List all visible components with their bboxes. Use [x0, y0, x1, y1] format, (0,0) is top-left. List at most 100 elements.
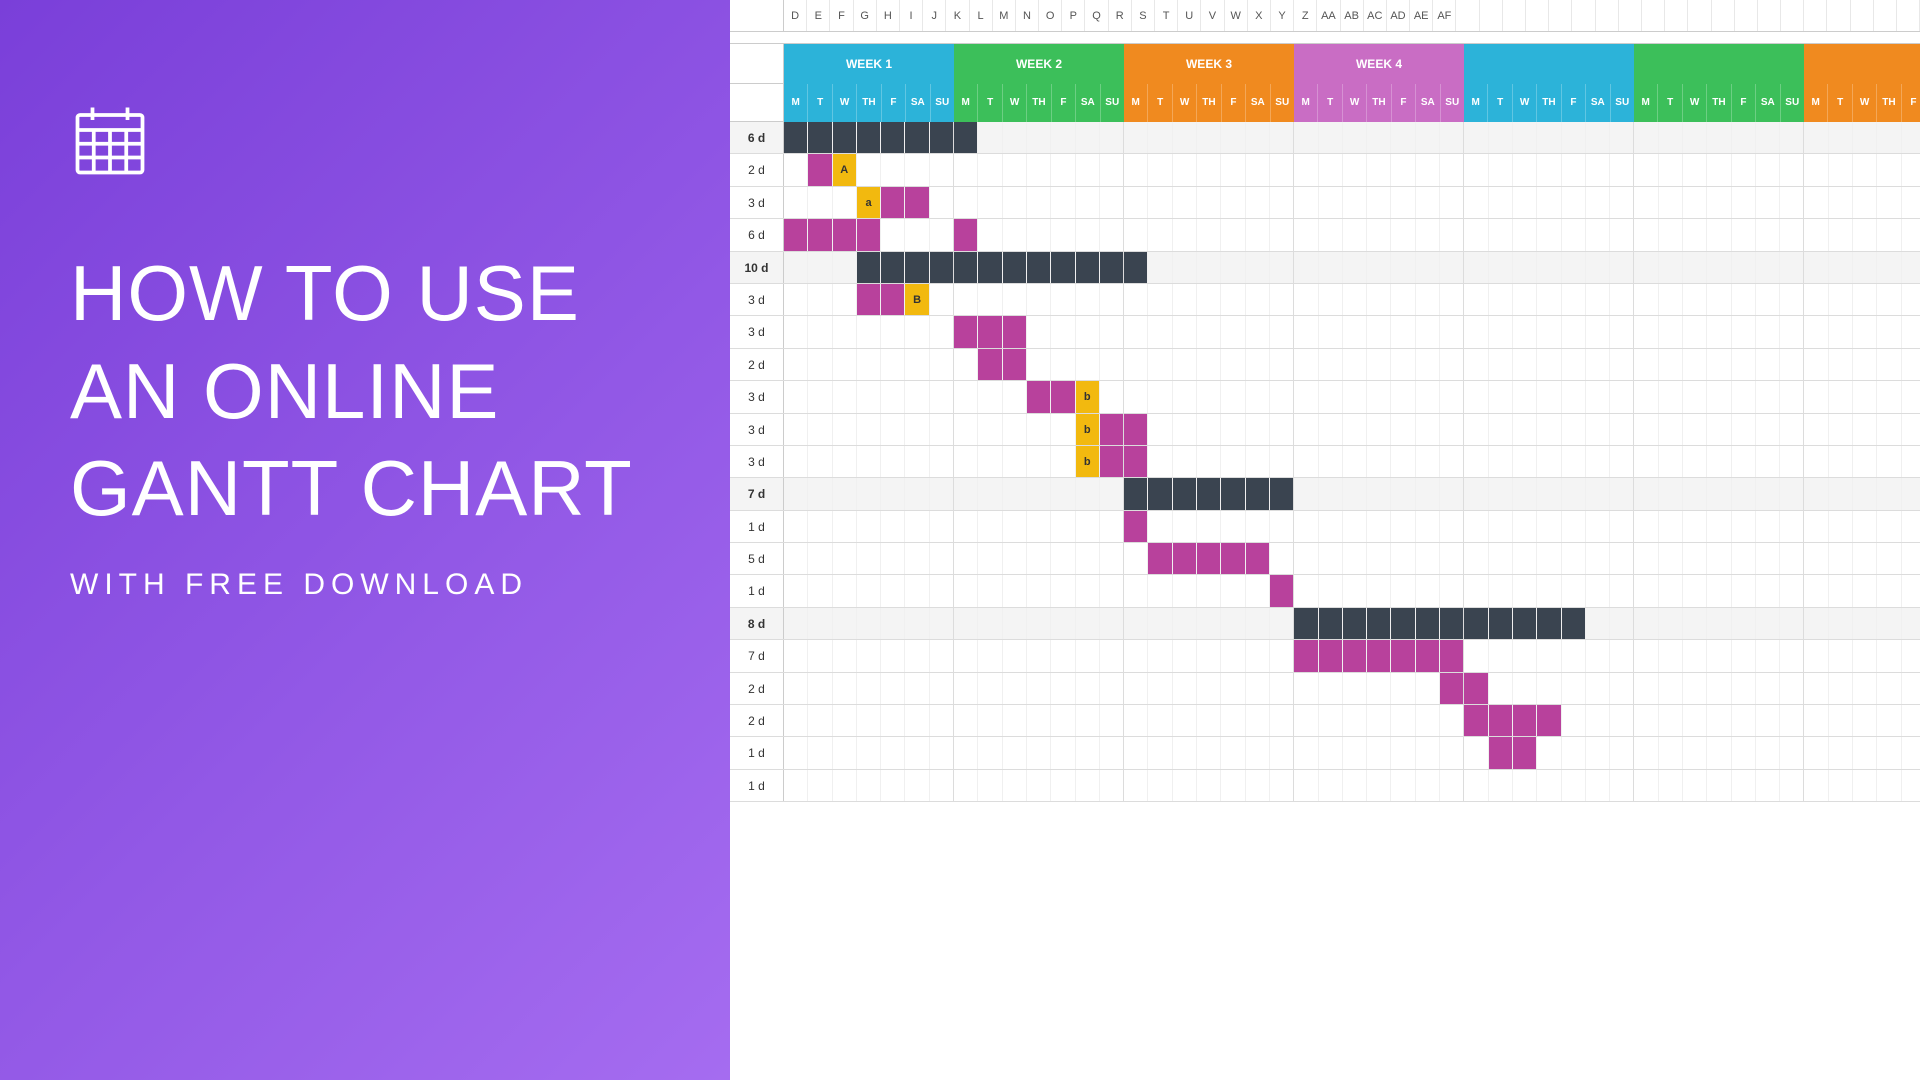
gantt-spreadsheet: DEFGHIJKLMNOPQRSTUVWXYZAAABACADAEAF WEEK…: [730, 0, 1920, 1080]
gantt-task-row: 5 d: [730, 543, 1920, 575]
day-header: TH: [1707, 84, 1731, 122]
day-header: M: [1804, 84, 1828, 122]
column-letter: P: [1062, 0, 1085, 31]
duration-cell: 3 d: [730, 284, 784, 315]
gantt-summary-row: 7 d: [730, 478, 1920, 510]
gantt-bar-label: A: [840, 164, 848, 176]
day-header: T: [1318, 84, 1342, 122]
gantt-task-row: 3 db: [730, 446, 1920, 478]
day-header: T: [978, 84, 1002, 122]
gantt-task-row: 3 db: [730, 381, 1920, 413]
day-header: W: [833, 84, 857, 122]
column-letter: AA: [1317, 0, 1340, 31]
day-header: F: [882, 84, 906, 122]
gantt-bar-label: b: [1084, 424, 1091, 436]
gantt-task-row: 2 dA: [730, 154, 1920, 186]
column-letter: L: [970, 0, 993, 31]
duration-cell: 7 d: [730, 640, 784, 671]
gantt-task-row: 7 d: [730, 640, 1920, 672]
column-letter: AB: [1341, 0, 1364, 31]
duration-cell: 2 d: [730, 673, 784, 704]
gantt-bar-label: b: [1084, 391, 1091, 403]
week-header: WEEK 1: [784, 44, 954, 84]
column-letter: J: [923, 0, 946, 31]
day-header: TH: [1197, 84, 1221, 122]
day-header: F: [1052, 84, 1076, 122]
day-header: W: [1853, 84, 1877, 122]
day-header: SU: [1101, 84, 1124, 122]
column-letter: X: [1248, 0, 1271, 31]
day-header: M: [1464, 84, 1488, 122]
gantt-task-row: 3 d: [730, 316, 1920, 348]
column-letter: E: [807, 0, 830, 31]
column-letter: Q: [1085, 0, 1108, 31]
day-header: W: [1173, 84, 1197, 122]
column-letter: M: [993, 0, 1016, 31]
duration-cell: 2 d: [730, 705, 784, 736]
gantt-task-row: 2 d: [730, 673, 1920, 705]
gantt-task-row: 6 d: [730, 219, 1920, 251]
gantt-summary-row: 10 d: [730, 252, 1920, 284]
column-letter: AE: [1410, 0, 1433, 31]
day-header: SU: [1441, 84, 1464, 122]
week-header-row: WEEK 1WEEK 2WEEK 3WEEK 4: [730, 44, 1920, 84]
day-header: SU: [1271, 84, 1294, 122]
column-letter: S: [1132, 0, 1155, 31]
duration-cell: 3 d: [730, 316, 784, 347]
hero-subtitle: WITH FREE DOWNLOAD: [70, 568, 660, 602]
column-letter: O: [1039, 0, 1062, 31]
duration-cell: 6 d: [730, 219, 784, 250]
hero-panel: HOW TO USE AN ONLINE GANTT CHART WITH FR…: [0, 0, 730, 1080]
day-header: SU: [931, 84, 954, 122]
day-header: TH: [1537, 84, 1561, 122]
day-header: TH: [1877, 84, 1901, 122]
gantt-task-row: 2 d: [730, 349, 1920, 381]
gantt-task-row: 3 db: [730, 414, 1920, 446]
day-header: TH: [1027, 84, 1051, 122]
column-letter: U: [1178, 0, 1201, 31]
gantt-bar-label: B: [913, 294, 921, 306]
duration-cell: 7 d: [730, 478, 784, 509]
gantt-task-row: 1 d: [730, 770, 1920, 802]
day-header: F: [1222, 84, 1246, 122]
day-header: M: [1634, 84, 1658, 122]
day-header: SA: [1756, 84, 1780, 122]
day-header: M: [1124, 84, 1148, 122]
duration-cell: 10 d: [730, 252, 784, 283]
week-header: WEEK 3: [1124, 44, 1294, 84]
column-letter: AC: [1364, 0, 1387, 31]
day-header: F: [1902, 84, 1920, 122]
column-letter: H: [877, 0, 900, 31]
day-header: SU: [1781, 84, 1804, 122]
day-header: T: [1828, 84, 1852, 122]
day-header: SA: [1416, 84, 1440, 122]
duration-cell: 3 d: [730, 187, 784, 218]
gantt-summary-row: 6 d: [730, 122, 1920, 154]
column-letter: D: [784, 0, 807, 31]
duration-cell: 1 d: [730, 770, 784, 801]
day-header: TH: [857, 84, 881, 122]
week-header: WEEK 4: [1294, 44, 1464, 84]
gantt-task-row: 1 d: [730, 511, 1920, 543]
column-letter: T: [1155, 0, 1178, 31]
duration-cell: 5 d: [730, 543, 784, 574]
column-letter: W: [1225, 0, 1248, 31]
duration-cell: 6 d: [730, 122, 784, 153]
day-header: W: [1513, 84, 1537, 122]
column-letter: N: [1016, 0, 1039, 31]
hero-title: HOW TO USE AN ONLINE GANTT CHART: [70, 245, 660, 538]
column-letter: F: [830, 0, 853, 31]
duration-cell: 1 d: [730, 737, 784, 768]
day-header: M: [954, 84, 978, 122]
day-header: T: [1658, 84, 1682, 122]
day-header-row: MTWTHFSASUMTWTHFSASUMTWTHFSASUMTWTHFSASU…: [730, 84, 1920, 122]
gantt-grid: 6 d2 dA3 da6 d10 d3 dB3 d2 d3 db3 db3 db…: [730, 122, 1920, 802]
day-header: SA: [1076, 84, 1100, 122]
day-header: F: [1392, 84, 1416, 122]
day-header: F: [1732, 84, 1756, 122]
duration-cell: 2 d: [730, 349, 784, 380]
day-header: T: [808, 84, 832, 122]
column-letter: G: [854, 0, 877, 31]
duration-cell: 3 d: [730, 446, 784, 477]
column-letter: K: [946, 0, 969, 31]
